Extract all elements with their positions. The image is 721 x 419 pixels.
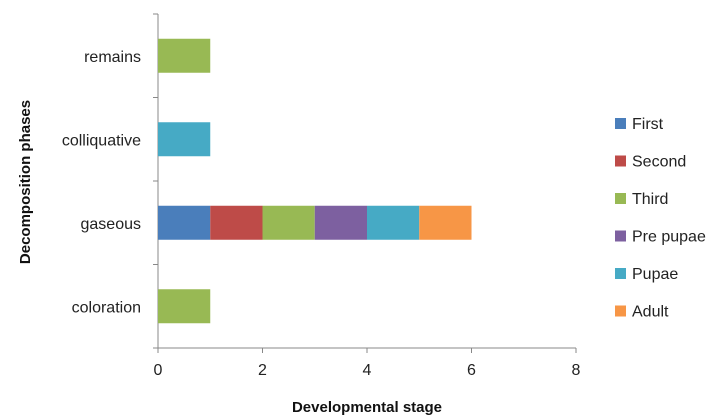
x-axis-title: Developmental stage [292,399,442,416]
legend-swatch [615,118,626,129]
legend-swatch [615,230,626,242]
x-tick-label: 8 [572,362,581,379]
bar-segment [210,205,263,240]
y-category-label: coloration [72,299,141,316]
y-category-label: colliquative [62,132,141,149]
x-tick-label: 6 [467,362,476,379]
legend-label: First [632,116,664,133]
bar-segment [158,122,211,157]
legend-label: Second [632,154,686,171]
chart-axes [153,13,577,353]
legend-label: Pupae [632,266,678,283]
legend-label: Adult [632,304,669,321]
bar-segment [262,205,315,240]
bar-segment [158,205,211,240]
legend-swatch [615,268,626,279]
bar-segment [419,205,472,240]
bar-segment [158,289,211,324]
bar-segment [367,205,420,240]
y-category-label: remains [84,49,141,66]
legend-label: Third [632,191,668,208]
bar-segment [314,205,367,240]
chart-tick-labels: 0 2 4 6 8 coloration gaseous colliquative remain… [62,49,581,379]
chart-legend: First Second Third Pre pupae Pupae Adult [615,116,706,321]
chart-bars [158,38,472,324]
legend-swatch [615,155,626,167]
x-tick-label: 2 [258,362,267,379]
legend-swatch [615,305,626,317]
y-axis-title: Decomposition phases [17,100,34,264]
x-tick-label: 0 [154,362,163,379]
bar-segment [158,38,211,73]
legend-swatch [615,193,626,204]
legend-label: Pre pupae [632,229,706,246]
x-tick-label: 4 [363,362,372,379]
y-category-label: gaseous [81,216,142,233]
